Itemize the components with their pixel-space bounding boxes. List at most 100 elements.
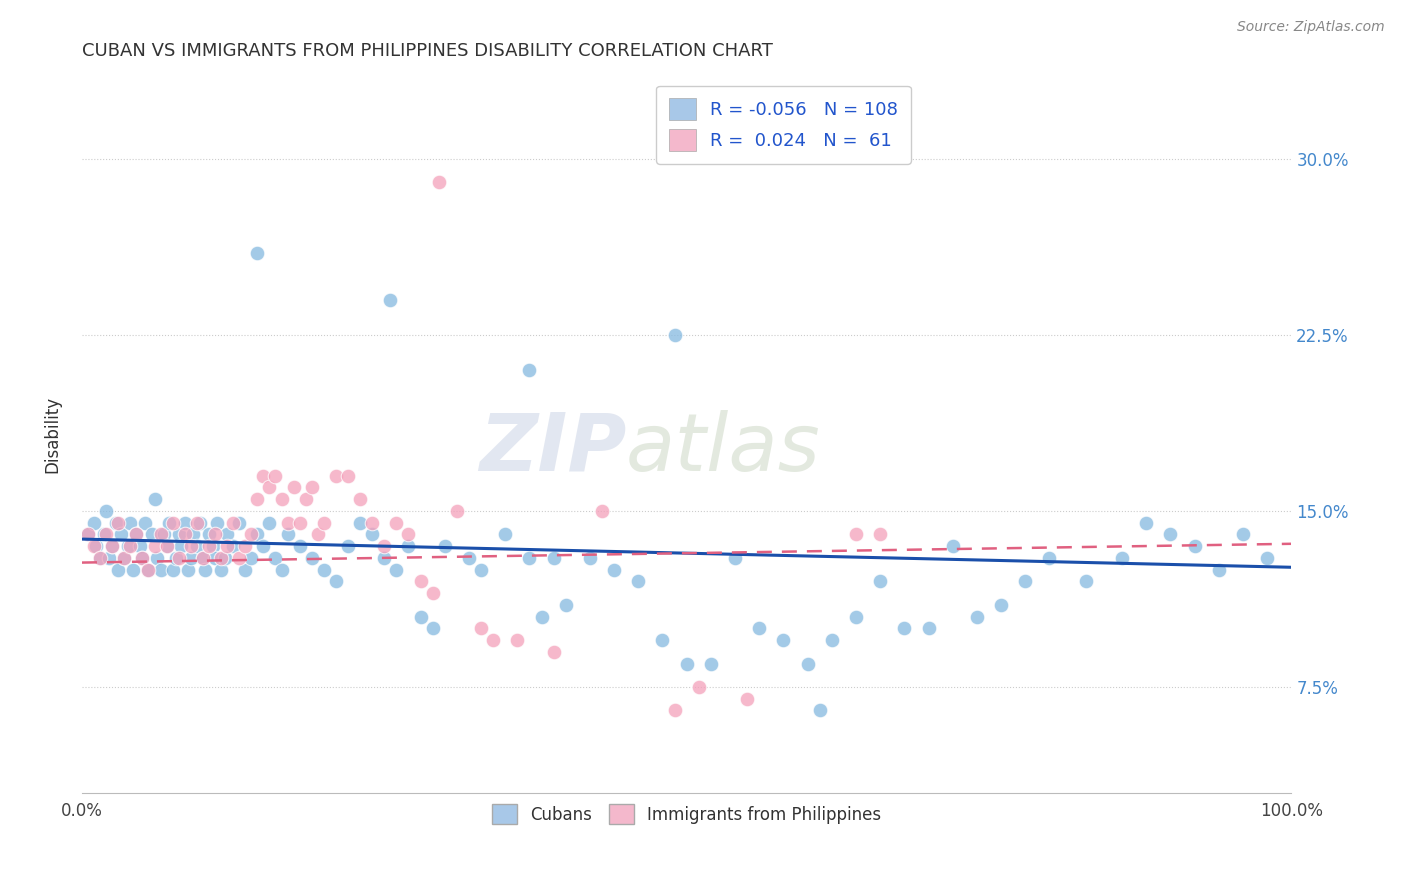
Point xyxy=(131,550,153,565)
Point xyxy=(283,480,305,494)
Text: atlas: atlas xyxy=(626,410,821,488)
Point xyxy=(167,550,190,565)
Point xyxy=(252,468,274,483)
Point xyxy=(482,633,505,648)
Point xyxy=(470,563,492,577)
Point xyxy=(146,550,169,565)
Point xyxy=(201,539,224,553)
Point xyxy=(307,527,329,541)
Point xyxy=(603,563,626,577)
Point xyxy=(104,516,127,530)
Point xyxy=(233,563,256,577)
Point xyxy=(301,480,323,494)
Point xyxy=(385,516,408,530)
Point xyxy=(125,527,148,541)
Point xyxy=(165,550,187,565)
Text: Source: ZipAtlas.com: Source: ZipAtlas.com xyxy=(1237,20,1385,34)
Point xyxy=(554,598,576,612)
Point xyxy=(627,574,650,589)
Point xyxy=(155,539,177,553)
Point xyxy=(446,504,468,518)
Point xyxy=(209,563,232,577)
Point xyxy=(591,504,613,518)
Point xyxy=(1256,550,1278,565)
Point xyxy=(131,550,153,565)
Point xyxy=(506,633,529,648)
Point xyxy=(170,539,193,553)
Point xyxy=(385,563,408,577)
Point xyxy=(155,539,177,553)
Point xyxy=(530,609,553,624)
Point xyxy=(207,516,229,530)
Point xyxy=(966,609,988,624)
Point xyxy=(1074,574,1097,589)
Point xyxy=(264,550,287,565)
Point xyxy=(191,550,214,565)
Point xyxy=(1014,574,1036,589)
Point xyxy=(180,550,202,565)
Point xyxy=(217,527,239,541)
Point xyxy=(373,539,395,553)
Point xyxy=(735,691,758,706)
Point xyxy=(301,550,323,565)
Point xyxy=(110,527,132,541)
Point xyxy=(796,657,818,671)
Point xyxy=(1208,563,1230,577)
Point xyxy=(380,293,402,307)
Point xyxy=(361,527,384,541)
Point xyxy=(240,527,263,541)
Point xyxy=(141,527,163,541)
Point xyxy=(337,468,360,483)
Point xyxy=(173,527,195,541)
Point xyxy=(194,563,217,577)
Point xyxy=(94,527,117,541)
Point xyxy=(129,539,152,553)
Point xyxy=(869,527,891,541)
Point xyxy=(579,550,602,565)
Point xyxy=(748,621,770,635)
Point xyxy=(228,550,250,565)
Point xyxy=(120,516,142,530)
Point xyxy=(107,563,129,577)
Point xyxy=(97,550,120,565)
Point xyxy=(470,621,492,635)
Point xyxy=(177,563,200,577)
Point xyxy=(270,492,292,507)
Point xyxy=(186,539,208,553)
Point xyxy=(125,527,148,541)
Point xyxy=(821,633,844,648)
Point xyxy=(246,245,269,260)
Point xyxy=(120,539,142,553)
Point xyxy=(1038,550,1060,565)
Point xyxy=(700,657,723,671)
Point xyxy=(688,680,710,694)
Point xyxy=(252,539,274,553)
Point xyxy=(143,492,166,507)
Point xyxy=(217,539,239,553)
Point xyxy=(204,550,226,565)
Point xyxy=(222,516,245,530)
Point xyxy=(153,527,176,541)
Point xyxy=(349,492,371,507)
Point xyxy=(325,468,347,483)
Point xyxy=(845,527,868,541)
Point xyxy=(312,563,335,577)
Point xyxy=(246,492,269,507)
Point xyxy=(83,516,105,530)
Point xyxy=(651,633,673,648)
Point xyxy=(214,550,236,565)
Point xyxy=(398,527,420,541)
Point xyxy=(198,539,221,553)
Point xyxy=(162,563,184,577)
Point xyxy=(149,527,172,541)
Point xyxy=(89,550,111,565)
Point xyxy=(167,527,190,541)
Point xyxy=(1232,527,1254,541)
Point xyxy=(942,539,965,553)
Point xyxy=(121,563,143,577)
Point xyxy=(917,621,939,635)
Point xyxy=(288,516,311,530)
Point xyxy=(173,516,195,530)
Point xyxy=(93,527,115,541)
Point xyxy=(312,516,335,530)
